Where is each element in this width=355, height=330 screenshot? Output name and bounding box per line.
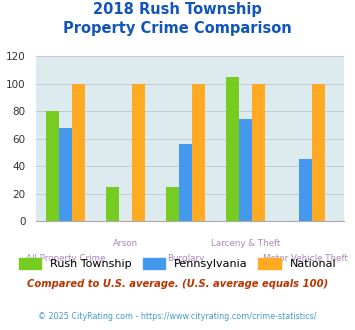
Text: Arson: Arson (113, 239, 138, 248)
Text: 2018 Rush Township: 2018 Rush Township (93, 2, 262, 16)
Text: Compared to U.S. average. (U.S. average equals 100): Compared to U.S. average. (U.S. average … (27, 279, 328, 289)
Bar (252, 83, 265, 221)
Text: Burglary: Burglary (167, 254, 204, 263)
Bar (106, 187, 119, 221)
Bar (299, 159, 312, 221)
Text: Larceny & Theft: Larceny & Theft (211, 239, 280, 248)
Legend: Rush Township, Pennsylvania, National: Rush Township, Pennsylvania, National (16, 255, 339, 273)
Bar (46, 111, 59, 221)
Bar (239, 119, 252, 221)
Text: All Property Crime: All Property Crime (26, 254, 105, 263)
Bar (72, 83, 85, 221)
Text: Motor Vehicle Theft: Motor Vehicle Theft (263, 254, 348, 263)
Bar (132, 83, 145, 221)
Bar (166, 187, 179, 221)
Text: © 2025 CityRating.com - https://www.cityrating.com/crime-statistics/: © 2025 CityRating.com - https://www.city… (38, 312, 317, 321)
Bar (192, 83, 205, 221)
Bar (59, 128, 72, 221)
Text: Property Crime Comparison: Property Crime Comparison (63, 21, 292, 36)
Bar (179, 144, 192, 221)
Bar (312, 83, 325, 221)
Bar (226, 77, 239, 221)
